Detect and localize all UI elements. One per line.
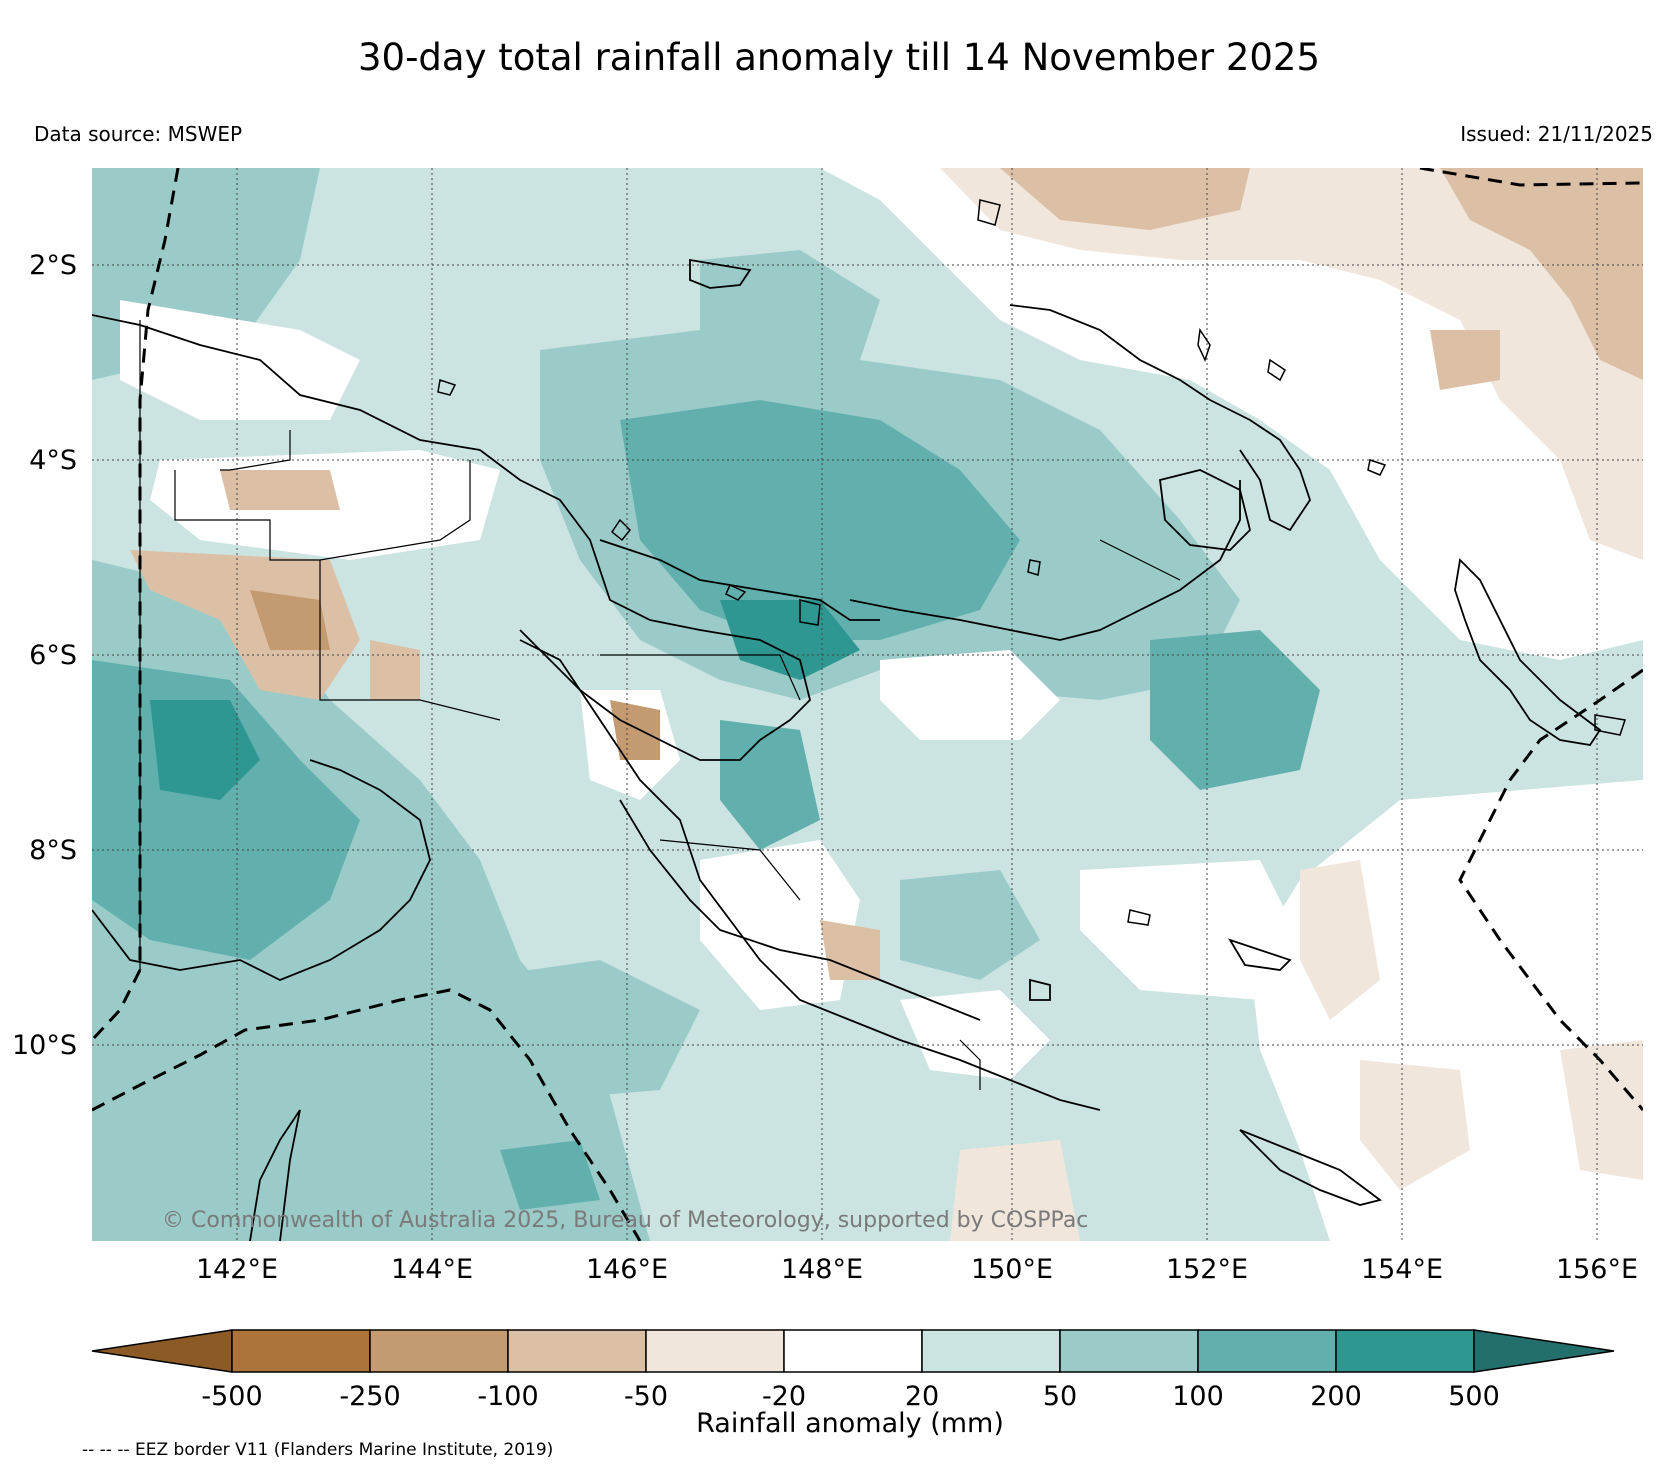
colorbar-tick-label: 500 [1448, 1381, 1500, 1412]
colorbar-segment [369, 1329, 509, 1373]
coastlines [92, 258, 1602, 1241]
lat-label: 8°S [29, 835, 77, 866]
lon-label: 142°E [196, 1254, 278, 1285]
longitude-labels: 142°E 144°E 146°E 148°E 150°E 152°E 154°… [196, 1254, 1638, 1285]
colorbar [91, 1329, 1615, 1373]
colorbar-tick-label: -50 [624, 1381, 668, 1412]
lat-label: 4°S [29, 445, 77, 476]
anomaly-field: © Commonwealth of Australia 2025, Bureau… [92, 168, 1643, 1241]
latitude-labels: 2°S 4°S 6°S 8°S 10°S [12, 250, 77, 1061]
eez-footnote: -- -- -- EEZ border V11 (Flanders Marine… [82, 1440, 554, 1460]
lon-label: 144°E [391, 1254, 473, 1285]
colorbar-segment [645, 1329, 785, 1373]
lon-label: 150°E [971, 1254, 1053, 1285]
colorbar-segment [921, 1329, 1061, 1373]
colorbar-tick-label: 20 [905, 1381, 939, 1412]
issued-date-label: Issued: 21/11/2025 [1460, 122, 1653, 146]
colorbar-extend-low [91, 1329, 233, 1373]
colorbar-tick-label: 100 [1172, 1381, 1224, 1412]
colorbar-tick-label: -100 [477, 1381, 538, 1412]
colorbar-label: Rainfall anomaly (mm) [696, 1408, 1004, 1439]
colorbar-tick-label: -500 [201, 1381, 262, 1412]
copyright-watermark: © Commonwealth of Australia 2025, Bureau… [162, 1208, 1088, 1233]
colorbar-ticks: -500 -250 -100 -50 -20 20 50 100 200 500 [201, 1381, 1499, 1412]
lat-label: 2°S [29, 250, 77, 281]
eez-border [92, 168, 1643, 1241]
colorbar-segment [231, 1329, 371, 1373]
lon-label: 152°E [1166, 1254, 1248, 1285]
map-title: 30-day total rainfall anomaly till 14 No… [357, 36, 1321, 79]
colorbar-tick-label: -250 [339, 1381, 400, 1412]
colorbar-segment [783, 1329, 923, 1373]
colorbar-segment [507, 1329, 647, 1373]
colorbar-tick-label: 200 [1310, 1381, 1362, 1412]
colorbar-segment [1059, 1329, 1199, 1373]
lon-label: 148°E [781, 1254, 863, 1285]
lon-label: 146°E [586, 1254, 668, 1285]
colorbar-segment [1197, 1329, 1337, 1373]
islands [437, 199, 1626, 926]
graticule [92, 168, 1643, 1241]
lon-label: 154°E [1361, 1254, 1443, 1285]
colorbar-segment [1335, 1329, 1475, 1373]
colorbar-tick-label: 50 [1043, 1381, 1077, 1412]
lat-label: 6°S [29, 640, 77, 671]
lon-label: 156°E [1556, 1254, 1638, 1285]
colorbar-tick-label: -20 [762, 1381, 806, 1412]
lat-label: 10°S [12, 1030, 77, 1061]
colorbar-extend-high [1473, 1329, 1615, 1373]
data-source-label: Data source: MSWEP [34, 122, 243, 146]
